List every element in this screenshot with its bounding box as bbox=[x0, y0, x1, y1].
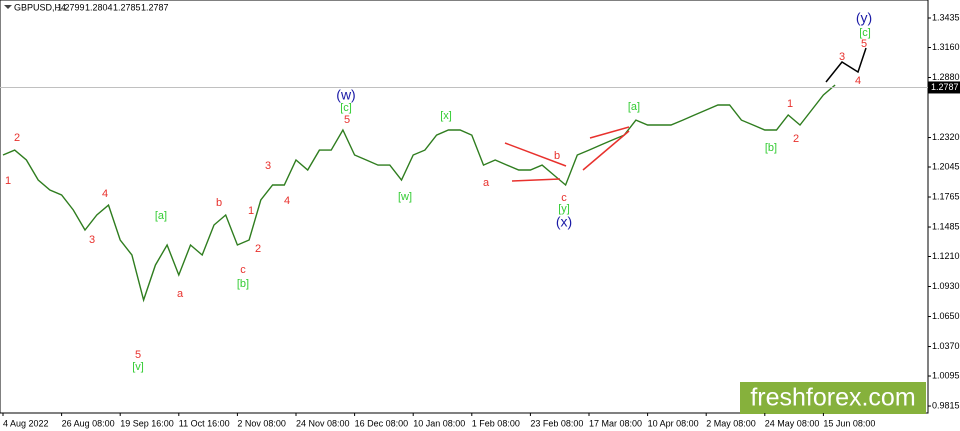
wave-label: [y] bbox=[558, 203, 570, 215]
x-tick-label: 24 May 08:00 bbox=[765, 418, 820, 428]
wave-label: 4 bbox=[855, 75, 861, 87]
y-tick-label: 1.1210 bbox=[932, 251, 960, 261]
wave-label: c bbox=[240, 264, 246, 276]
price-line bbox=[2, 84, 836, 303]
wave-label: 5 bbox=[135, 349, 141, 361]
wave-label: 4 bbox=[284, 195, 290, 207]
wave-label: a bbox=[177, 288, 184, 300]
wave-label: b bbox=[216, 197, 222, 209]
x-tick-label: 24 Nov 08:00 bbox=[296, 418, 350, 428]
wave-label: a bbox=[483, 177, 490, 189]
wave-label: 4 bbox=[102, 188, 108, 200]
y-tick-label: 1.2880 bbox=[932, 72, 960, 82]
wave-label: 1 bbox=[248, 205, 254, 217]
x-tick-label: 10 Jan 08:00 bbox=[413, 418, 465, 428]
header: GBPUSD,H4 1.2799 1.2804 1.2785 1.2787 bbox=[4, 2, 169, 12]
y-tick-label: 1.0095 bbox=[932, 370, 960, 380]
last-price-box bbox=[928, 81, 960, 94]
y-tick-label: 1.3160 bbox=[932, 42, 960, 52]
x-tick-label: 2 Nov 08:00 bbox=[237, 418, 286, 428]
y-tick-label: 1.0930 bbox=[932, 281, 960, 291]
wave-label: 1 bbox=[5, 175, 11, 187]
watermark: freshforex.com bbox=[750, 384, 915, 412]
wave-label: (y) bbox=[856, 10, 872, 26]
wave-label: (x) bbox=[556, 214, 572, 230]
wave-label: 2 bbox=[14, 132, 20, 144]
last-price-label: 1.2787 bbox=[931, 82, 959, 92]
wave-label: 5 bbox=[861, 38, 867, 50]
x-tick-label: 1 Feb 08:00 bbox=[472, 418, 520, 428]
wave-label: 3 bbox=[839, 51, 845, 63]
low: 1.2785 bbox=[113, 2, 141, 12]
x-tick-label: 10 Apr 08:00 bbox=[648, 418, 699, 428]
wave-label: (w) bbox=[336, 87, 355, 103]
wave-label: [v] bbox=[132, 361, 144, 373]
wave-label: b bbox=[554, 150, 560, 162]
y-tick-label: 1.1485 bbox=[932, 221, 960, 231]
wave-label: [b] bbox=[765, 142, 777, 154]
wave-label: 3 bbox=[89, 234, 95, 246]
x-tick-label: 11 Oct 16:00 bbox=[179, 418, 230, 428]
x-tick-label: 16 Dec 08:00 bbox=[355, 418, 409, 428]
open: 1.2799 bbox=[57, 2, 85, 12]
symbol: GBPUSD,H4 bbox=[14, 2, 66, 12]
icon bbox=[4, 5, 12, 9]
y-tick-label: 1.0370 bbox=[932, 341, 960, 351]
watermark-box bbox=[740, 382, 926, 414]
wave-label: [c] bbox=[340, 102, 352, 114]
wave-label: [w] bbox=[398, 191, 412, 203]
triangle bbox=[504, 126, 630, 182]
wave-label: 1 bbox=[787, 98, 793, 110]
x-tick-label: 15 Jun 08:00 bbox=[823, 418, 875, 428]
wave-label: [a] bbox=[628, 101, 640, 113]
wave-label: [c] bbox=[859, 27, 871, 39]
wave-label: c bbox=[561, 192, 567, 204]
y-tick-label: 1.2320 bbox=[932, 132, 960, 142]
close: 1.2787 bbox=[141, 2, 169, 12]
x-tick-label: 4 Aug 2022 bbox=[3, 418, 49, 428]
y-tick-label: 0.9815 bbox=[932, 400, 960, 410]
y-tick-label: 1.2045 bbox=[932, 161, 960, 171]
plot-area bbox=[0, 0, 929, 414]
wave-label: 2 bbox=[255, 243, 261, 255]
wave-label: [a] bbox=[155, 210, 167, 222]
wave-label: 5 bbox=[344, 114, 350, 126]
x-tick-label: 23 Feb 08:00 bbox=[530, 418, 583, 428]
x-tick-label: 19 Sep 16:00 bbox=[120, 418, 174, 428]
y-tick-label: 1.3435 bbox=[932, 12, 960, 22]
y-tick-label: 1.0650 bbox=[932, 311, 960, 321]
x-tick-label: 26 Aug 08:00 bbox=[62, 418, 115, 428]
wave-label: [b] bbox=[237, 278, 249, 290]
wave-label: 3 bbox=[265, 160, 271, 172]
x-tick-label: 2 May 08:00 bbox=[706, 418, 756, 428]
high: 1.2804 bbox=[85, 2, 113, 12]
wave-label: 2 bbox=[793, 133, 799, 145]
wave-label: [x] bbox=[440, 110, 452, 122]
projection bbox=[825, 47, 867, 83]
y-tick-label: 1.1765 bbox=[932, 191, 960, 201]
x-tick-label: 17 Mar 08:00 bbox=[589, 418, 642, 428]
